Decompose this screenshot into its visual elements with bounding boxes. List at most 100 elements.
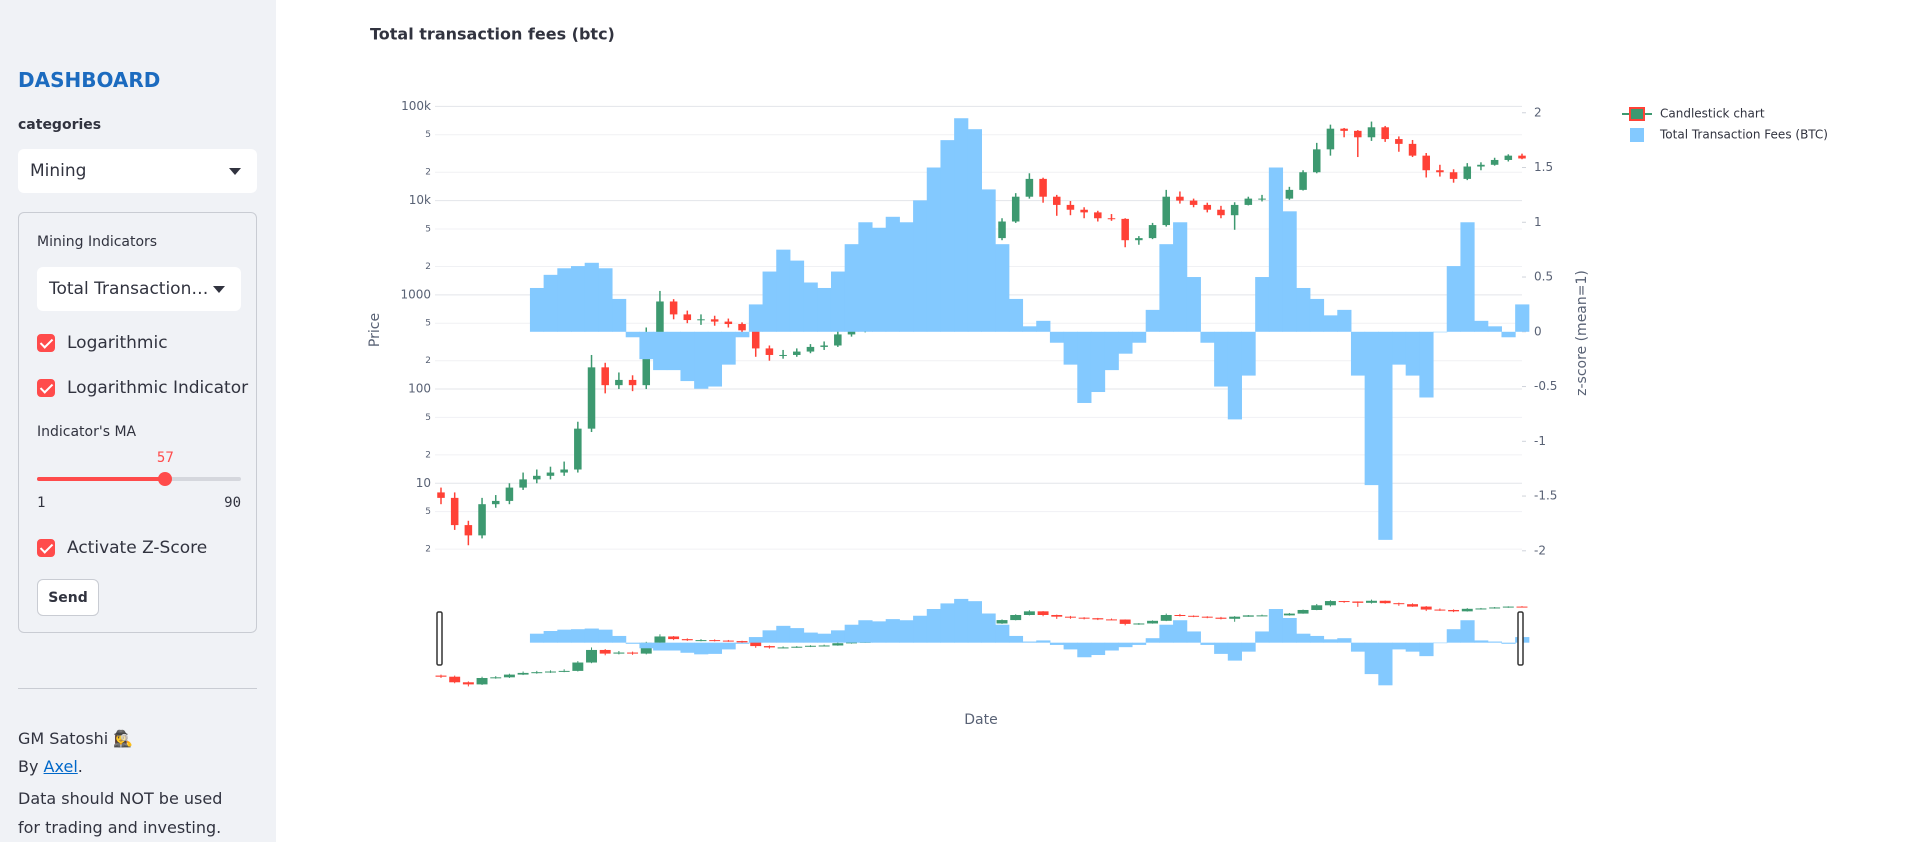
candle-body — [1407, 604, 1419, 607]
bar — [940, 140, 955, 332]
checkbox-label: Logarithmic — [67, 333, 168, 353]
candle-body — [1461, 608, 1473, 612]
candle-body — [1258, 198, 1266, 200]
candle-body — [709, 640, 721, 642]
bar — [1378, 642, 1393, 686]
checkbox[interactable]: Activate Z-Score — [37, 538, 207, 558]
bar — [995, 244, 1010, 332]
candle-body — [599, 649, 611, 654]
y2-tick-label: -0.5 — [1534, 379, 1557, 393]
candle-body — [1160, 614, 1172, 621]
select-value: Total Transaction… — [49, 279, 209, 299]
candle-body — [450, 497, 459, 526]
candle-body — [1119, 619, 1131, 624]
y-tick-label: 5 — [425, 507, 431, 517]
y-tick-label: 2 — [425, 356, 431, 366]
candle-body — [1436, 170, 1444, 173]
checkbox[interactable]: Logarithmic — [37, 333, 168, 353]
y2-tick-label: 0.5 — [1534, 270, 1553, 284]
candle-body — [763, 646, 775, 648]
slider-value: 57 — [156, 450, 174, 466]
bar — [830, 630, 846, 643]
bar — [570, 629, 586, 643]
candle-body — [1379, 600, 1391, 604]
bar — [1022, 326, 1037, 332]
bar — [598, 629, 613, 643]
bar — [1323, 639, 1338, 643]
bar — [1460, 222, 1475, 332]
candle-body — [1256, 615, 1268, 617]
slider[interactable]: 57 1 90 — [37, 450, 241, 520]
bar — [1145, 309, 1160, 332]
candle-body — [806, 346, 815, 352]
y-tick-label: 100k — [401, 99, 431, 113]
candle-body — [724, 321, 733, 325]
author-link[interactable]: Axel — [43, 757, 78, 776]
y-tick-label: 1000 — [400, 287, 431, 301]
bar — [1487, 641, 1502, 643]
bar — [762, 271, 777, 332]
bar — [612, 635, 627, 643]
candle-body — [531, 672, 543, 674]
candle-body — [1324, 601, 1336, 606]
bar — [1268, 167, 1284, 332]
checkbox[interactable]: Logarithmic Indicator — [37, 378, 248, 398]
candle-body — [449, 676, 461, 683]
candle-body — [1188, 615, 1200, 617]
candle-body — [1174, 614, 1186, 616]
candle-body — [1434, 609, 1446, 611]
category-select[interactable]: Mining — [18, 149, 257, 193]
bar — [995, 624, 1010, 643]
bar — [1173, 620, 1188, 643]
bar — [803, 632, 818, 643]
bar — [680, 642, 695, 653]
bar — [1008, 635, 1024, 643]
indicator-select[interactable]: Total Transaction… — [37, 267, 241, 311]
candle-body — [1297, 609, 1309, 614]
y-tick-label: 10k — [409, 193, 431, 207]
candle-body — [1106, 619, 1117, 621]
y2-tick-label: -1.5 — [1534, 489, 1557, 503]
y2-tick-label: -1 — [1534, 434, 1546, 448]
bar — [1214, 642, 1229, 654]
bar — [1405, 642, 1420, 652]
candle-body — [1121, 218, 1129, 241]
candle-body — [1502, 606, 1514, 608]
candle-body — [533, 475, 541, 480]
candle-body — [846, 642, 857, 644]
candle-body — [1516, 606, 1528, 608]
candle-body — [736, 641, 748, 643]
bar — [1419, 331, 1434, 398]
candle-body — [476, 677, 488, 685]
bar — [625, 331, 640, 338]
candle-body — [1066, 204, 1075, 210]
send-button[interactable]: Send — [37, 579, 99, 616]
bar — [954, 118, 969, 332]
category-label: categories — [18, 117, 102, 133]
bar — [694, 331, 709, 389]
candle-body — [1326, 128, 1335, 150]
bar — [612, 298, 627, 332]
candle-body — [1312, 149, 1321, 173]
bar — [570, 266, 586, 332]
rangeslider-handle — [436, 611, 443, 666]
bar — [1460, 620, 1475, 643]
candle-body — [1518, 155, 1526, 159]
bar — [885, 216, 900, 332]
candle-body — [586, 649, 597, 663]
candle-body — [1011, 196, 1020, 222]
bar — [1474, 640, 1489, 643]
candle-body — [1381, 127, 1389, 140]
bar — [543, 631, 558, 643]
bar — [1022, 641, 1037, 643]
bar — [1474, 320, 1489, 332]
bar — [666, 642, 681, 651]
candle-body — [791, 646, 803, 648]
slider-min: 1 — [37, 495, 46, 511]
y2-tick-label: 1 — [1534, 215, 1542, 229]
bar — [1104, 331, 1119, 371]
bar — [954, 598, 969, 643]
candle-body — [1340, 128, 1348, 131]
candle-body — [1148, 225, 1157, 239]
bar — [639, 642, 654, 649]
